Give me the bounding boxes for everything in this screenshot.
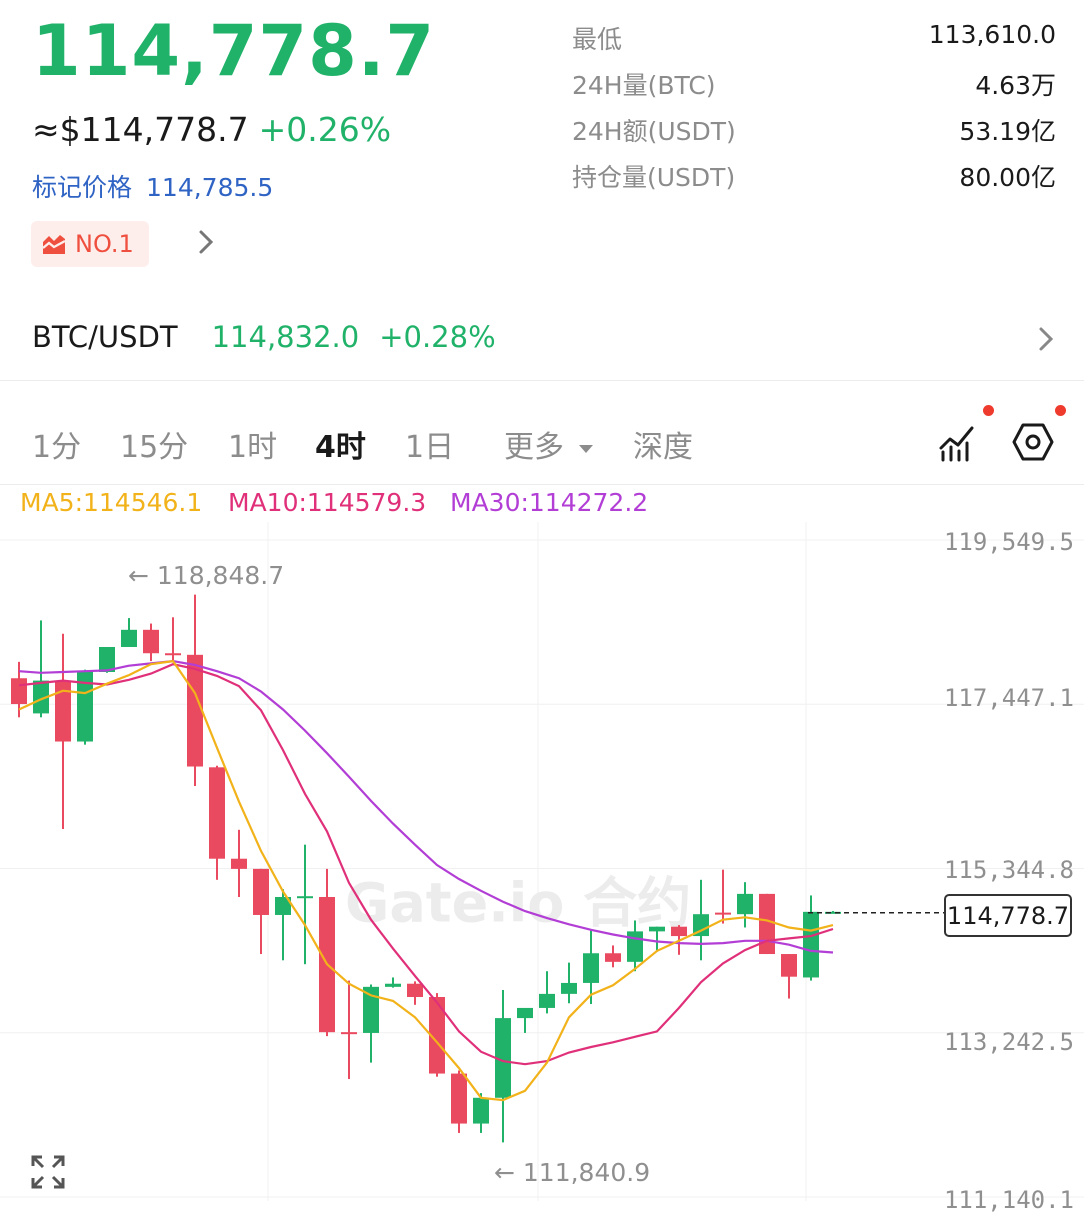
candle-body bbox=[143, 629, 159, 654]
candle-body bbox=[275, 897, 291, 915]
usd-approx-price: ≈$114,778.7 bbox=[32, 110, 249, 149]
candle-body bbox=[165, 653, 181, 656]
current-price-tag: 114,778.7 bbox=[944, 894, 1072, 937]
candle-body bbox=[55, 680, 71, 742]
ma10-legend: MA10:114579.3 bbox=[228, 488, 427, 517]
stat-value: 80.00亿 bbox=[959, 163, 1056, 192]
fullscreen-icon[interactable] bbox=[30, 1154, 66, 1194]
candle-body bbox=[121, 629, 137, 647]
candle-body bbox=[671, 926, 687, 937]
stat-label: 持仓量(USDT) bbox=[572, 163, 736, 192]
candle-body bbox=[341, 1032, 357, 1035]
candle-body bbox=[693, 914, 709, 937]
y-axis-tick-label: 113,242.5 bbox=[943, 1028, 1074, 1056]
candle-body bbox=[539, 993, 555, 1008]
divider bbox=[0, 380, 1084, 381]
mark-price-value: 114,785.5 bbox=[146, 173, 274, 202]
divider bbox=[0, 484, 1084, 485]
tab-1h[interactable]: 1时 bbox=[228, 430, 278, 465]
candle-body bbox=[33, 680, 49, 714]
stat-value: 4.63万 bbox=[975, 71, 1056, 100]
mark-price-label: 标记价格 bbox=[32, 173, 133, 202]
chevron-right-icon[interactable] bbox=[1036, 322, 1056, 360]
candle-body bbox=[495, 1018, 511, 1098]
candle-body bbox=[363, 986, 379, 1033]
ma5-legend: MA5:114546.1 bbox=[20, 488, 203, 517]
tab-more-label: 更多 bbox=[504, 430, 564, 465]
notification-dot bbox=[1055, 405, 1066, 416]
candle-body bbox=[583, 953, 599, 983]
caret-down-icon bbox=[578, 444, 593, 453]
candle-body bbox=[517, 1007, 533, 1019]
candle-body bbox=[253, 868, 269, 915]
stat-value: 53.19亿 bbox=[959, 117, 1056, 146]
candle-body bbox=[429, 997, 445, 1074]
candle-body bbox=[407, 983, 423, 998]
candle-body bbox=[649, 926, 665, 932]
spot-pair-name: BTC/USDT bbox=[32, 320, 178, 354]
candle-body bbox=[231, 858, 247, 869]
tab-1m[interactable]: 1分 bbox=[32, 430, 82, 465]
change-percent: +0.26% bbox=[258, 110, 392, 149]
trend-chart-icon bbox=[42, 235, 66, 254]
high-price-annotation: ← 118,848.7 bbox=[128, 561, 285, 590]
rank-badge-label: NO.1 bbox=[75, 230, 134, 258]
candle-body bbox=[297, 896, 313, 899]
y-axis-tick-label: 117,447.1 bbox=[943, 684, 1074, 712]
tab-15m[interactable]: 15分 bbox=[120, 430, 189, 465]
last-price: 114,778.7 bbox=[32, 10, 436, 92]
stats-row-open-interest: 持仓量(USDT) 80.00亿 bbox=[572, 158, 1056, 194]
candle-body bbox=[385, 983, 401, 987]
watermark-text: Gate.io 合约 bbox=[345, 871, 691, 934]
ma10-line bbox=[18, 663, 834, 1066]
candle-body bbox=[209, 767, 225, 859]
stat-label: 24H量(BTC) bbox=[572, 71, 716, 100]
candle-body bbox=[561, 982, 577, 994]
candle-body bbox=[737, 893, 753, 915]
y-axis-tick-label: 115,344.8 bbox=[943, 856, 1074, 884]
hexagon-settings-icon[interactable] bbox=[1012, 422, 1054, 466]
candle-body bbox=[451, 1073, 467, 1124]
ma5-line bbox=[18, 659, 834, 1102]
candlestick-chart[interactable]: Gate.io 合约 bbox=[0, 522, 1084, 1201]
rank-badge[interactable]: NO.1 bbox=[31, 221, 149, 267]
candle-body bbox=[99, 646, 115, 672]
chart-indicator-icon[interactable] bbox=[938, 422, 978, 466]
ma30-legend: MA30:114272.2 bbox=[450, 488, 649, 517]
candle-body bbox=[605, 953, 621, 962]
tab-depth[interactable]: 深度 bbox=[633, 430, 693, 465]
y-axis-tick-label: 119,549.5 bbox=[943, 528, 1074, 556]
candle-body bbox=[825, 911, 841, 914]
spot-pair-row[interactable]: BTC/USDT 114,832.0 +0.28% bbox=[32, 320, 496, 354]
low-price-annotation: ← 111,840.9 bbox=[494, 1158, 651, 1187]
candle-body bbox=[77, 671, 93, 742]
notification-dot bbox=[983, 405, 994, 416]
candle-body bbox=[759, 893, 775, 955]
candle-body bbox=[627, 931, 643, 962]
timeframe-tabs: 1分 15分 1时 4时 1日 更多 深度 bbox=[0, 405, 1084, 474]
tab-more[interactable]: 更多 bbox=[504, 422, 594, 466]
candle-body bbox=[187, 654, 203, 767]
stat-label: 最低 bbox=[572, 25, 623, 54]
y-axis-tick-label: 111,140.1 bbox=[943, 1186, 1074, 1214]
candle-body bbox=[715, 912, 731, 915]
stats-row-low: 最低 113,610.0 bbox=[572, 20, 1056, 56]
candle-body bbox=[781, 954, 797, 977]
candle-body bbox=[11, 678, 27, 705]
spot-pair-change: +0.28% bbox=[379, 320, 496, 354]
tab-1d[interactable]: 1日 bbox=[405, 430, 455, 465]
stat-label: 24H额(USDT) bbox=[572, 117, 736, 146]
stats-row-volume-btc: 24H量(BTC) 4.63万 bbox=[572, 66, 1056, 102]
candle-body bbox=[803, 911, 819, 978]
tab-4h[interactable]: 4时 bbox=[315, 430, 366, 465]
chevron-right-icon[interactable] bbox=[196, 225, 216, 268]
stats-row-turnover-usdt: 24H额(USDT) 53.19亿 bbox=[572, 112, 1056, 148]
candle-body bbox=[473, 1097, 489, 1124]
spot-pair-price: 114,832.0 bbox=[211, 320, 360, 354]
usd-approx-row: ≈$114,778.7 +0.26% bbox=[32, 110, 391, 149]
stat-value: 113,610.0 bbox=[928, 20, 1056, 49]
mark-price-row[interactable]: 标记价格 114,785.5 bbox=[32, 168, 273, 204]
